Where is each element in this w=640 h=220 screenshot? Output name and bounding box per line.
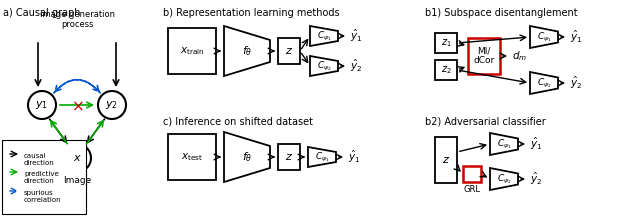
Text: $x_\mathrm{train}$: $x_\mathrm{train}$ bbox=[180, 45, 204, 57]
Text: $z_1$: $z_1$ bbox=[440, 37, 451, 49]
Text: $\hat{y}_1$: $\hat{y}_1$ bbox=[530, 136, 543, 152]
Text: $z$: $z$ bbox=[442, 155, 450, 165]
Text: $y_2$: $y_2$ bbox=[106, 99, 118, 111]
Text: $\hat{y}_1$: $\hat{y}_1$ bbox=[570, 29, 582, 45]
Polygon shape bbox=[224, 132, 270, 182]
Bar bbox=[168, 28, 216, 74]
Polygon shape bbox=[310, 26, 338, 46]
Text: Image generation
process: Image generation process bbox=[40, 10, 115, 29]
Text: spurious
correlation: spurious correlation bbox=[24, 190, 61, 203]
Text: causal
direction: causal direction bbox=[24, 153, 55, 166]
Text: $x$: $x$ bbox=[72, 153, 81, 163]
Text: $C_{\psi_2}$: $C_{\psi_2}$ bbox=[536, 76, 552, 90]
Text: b1) Subspace disentanglement: b1) Subspace disentanglement bbox=[425, 8, 578, 18]
Polygon shape bbox=[530, 26, 558, 48]
Text: $\hat{y}_1$: $\hat{y}_1$ bbox=[348, 149, 360, 165]
Text: a) Causal graph: a) Causal graph bbox=[3, 8, 81, 18]
Polygon shape bbox=[308, 147, 336, 167]
Circle shape bbox=[98, 91, 126, 119]
Bar bbox=[278, 144, 300, 170]
Text: predictive
direction: predictive direction bbox=[24, 171, 59, 184]
Text: $x_\mathrm{test}$: $x_\mathrm{test}$ bbox=[181, 151, 203, 163]
Circle shape bbox=[63, 144, 91, 172]
Text: GRL: GRL bbox=[463, 185, 481, 194]
Text: $f_\theta$: $f_\theta$ bbox=[242, 150, 252, 164]
Text: $C_{\psi_1}$: $C_{\psi_1}$ bbox=[317, 29, 332, 43]
Text: $\times$: $\times$ bbox=[70, 99, 83, 114]
Text: b) Representation learning methods: b) Representation learning methods bbox=[163, 8, 340, 18]
Text: $C_{\psi_1}$: $C_{\psi_1}$ bbox=[315, 150, 330, 164]
Text: $\hat{y}_2$: $\hat{y}_2$ bbox=[570, 75, 582, 91]
Bar bbox=[468, 38, 500, 74]
Bar bbox=[278, 38, 300, 64]
Text: $\hat{y}_2$: $\hat{y}_2$ bbox=[530, 171, 542, 187]
Bar bbox=[435, 33, 457, 53]
Text: $C_{\psi_2}$: $C_{\psi_2}$ bbox=[497, 172, 511, 186]
Text: $d_m$: $d_m$ bbox=[512, 49, 527, 63]
Text: c) Inference on shifted dataset: c) Inference on shifted dataset bbox=[163, 116, 313, 126]
Text: $C_{\psi_2}$: $C_{\psi_2}$ bbox=[317, 59, 332, 73]
Text: b2) Adversarial classifier: b2) Adversarial classifier bbox=[425, 116, 546, 126]
Polygon shape bbox=[224, 26, 270, 76]
Circle shape bbox=[28, 91, 56, 119]
Text: $y_1$: $y_1$ bbox=[35, 99, 49, 111]
Text: $C_{\psi_1}$: $C_{\psi_1}$ bbox=[497, 138, 511, 151]
Bar bbox=[168, 134, 216, 180]
Bar bbox=[435, 60, 457, 80]
Text: MI/
dCor: MI/ dCor bbox=[474, 47, 495, 65]
Bar bbox=[435, 137, 457, 183]
Text: $z$: $z$ bbox=[285, 152, 293, 162]
Text: $\hat{y}_2$: $\hat{y}_2$ bbox=[350, 58, 362, 74]
Polygon shape bbox=[530, 72, 558, 94]
Text: $z$: $z$ bbox=[285, 46, 293, 56]
Text: $\hat{y}_1$: $\hat{y}_1$ bbox=[350, 28, 362, 44]
Text: $f_\theta$: $f_\theta$ bbox=[242, 44, 252, 58]
Polygon shape bbox=[490, 133, 518, 155]
Text: $z_2$: $z_2$ bbox=[441, 64, 451, 76]
Polygon shape bbox=[490, 168, 518, 190]
Bar bbox=[463, 166, 481, 182]
Text: $C_{\psi_1}$: $C_{\psi_1}$ bbox=[536, 30, 552, 44]
Polygon shape bbox=[310, 56, 338, 76]
Text: Image: Image bbox=[63, 176, 91, 185]
Bar bbox=[2, 140, 86, 214]
